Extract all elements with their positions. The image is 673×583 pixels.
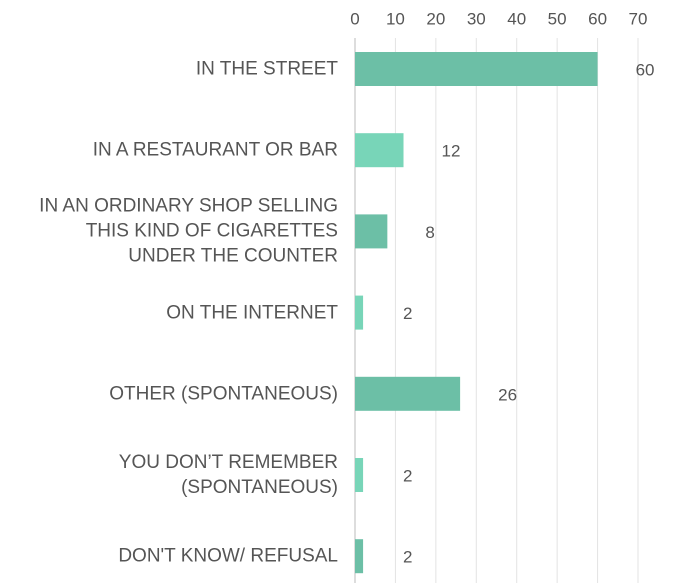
category-label: YOU DON’T REMEMBER (SPONTANEOUS) xyxy=(118,452,338,498)
bar xyxy=(355,376,461,411)
x-tick-label: 30 xyxy=(467,9,486,28)
category-label: DON'T KNOW/ REFUSAL xyxy=(118,545,338,567)
bar xyxy=(355,539,364,574)
bar xyxy=(355,133,404,168)
category-label: IN THE STREET xyxy=(195,58,338,80)
bar xyxy=(355,458,364,492)
value-label: 26 xyxy=(498,385,517,404)
value-label: 60 xyxy=(636,60,655,79)
bar xyxy=(355,295,364,330)
category-label: IN AN ORDINARY SHOP SELLING THIS KIND OF… xyxy=(39,195,338,267)
category-label: ON THE INTERNET xyxy=(166,302,338,324)
value-label: 2 xyxy=(403,304,412,323)
x-tick-label: 50 xyxy=(548,9,567,28)
value-label: 8 xyxy=(425,223,434,242)
x-tick-label: 0 xyxy=(350,9,359,28)
x-tick-label: 60 xyxy=(588,9,607,28)
value-label: 2 xyxy=(403,548,412,567)
bar xyxy=(355,52,598,86)
x-tick-label: 40 xyxy=(507,9,526,28)
x-tick-label: 10 xyxy=(386,9,405,28)
x-tick-label: 70 xyxy=(629,9,648,28)
bar xyxy=(355,214,388,249)
category-label: IN A RESTAURANT OR BAR xyxy=(92,139,338,161)
value-label: 12 xyxy=(442,142,461,161)
category-label: OTHER (SPONTANEOUS) xyxy=(109,383,338,405)
value-label: 2 xyxy=(403,466,412,485)
x-tick-label: 20 xyxy=(426,9,445,28)
